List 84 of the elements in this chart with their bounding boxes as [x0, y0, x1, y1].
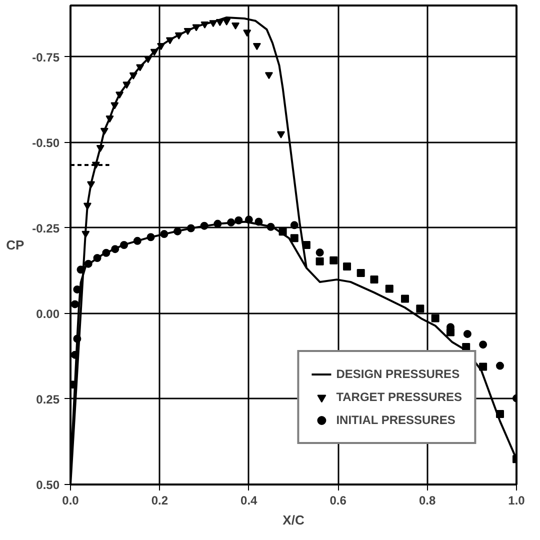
- point: [227, 218, 236, 226]
- y-tick-label: -0.25: [32, 221, 60, 236]
- point: [96, 144, 104, 152]
- point: [184, 28, 192, 36]
- point: [209, 20, 218, 28]
- point: [120, 241, 128, 249]
- point: [200, 21, 209, 29]
- point: [302, 241, 310, 249]
- point: [266, 222, 275, 231]
- x-tick-label: 0.4: [240, 494, 258, 508]
- point: [100, 128, 108, 135]
- legend-label: INITIAL PRESSURES: [336, 413, 456, 427]
- point: [479, 340, 488, 349]
- point: [110, 102, 119, 110]
- point: [73, 334, 82, 343]
- point: [84, 260, 92, 268]
- point: [446, 328, 454, 336]
- point: [416, 304, 424, 313]
- point: [496, 362, 504, 370]
- point: [216, 19, 224, 26]
- point: [146, 233, 155, 242]
- point: [290, 221, 298, 230]
- point: [166, 37, 174, 44]
- legend-label: TARGET PRESSURES: [336, 390, 462, 404]
- point: [129, 72, 138, 80]
- legend-label: DESIGN PRESSURES: [336, 367, 460, 381]
- point: [186, 224, 195, 232]
- y-tick-label: 0.50: [36, 478, 60, 492]
- point: [343, 262, 352, 271]
- point: [136, 64, 144, 72]
- point: [83, 202, 92, 210]
- point: [150, 48, 158, 56]
- point: [264, 72, 273, 80]
- point: [192, 24, 200, 32]
- x-axis-title: X/C: [282, 512, 305, 528]
- point: [244, 216, 253, 224]
- point: [144, 56, 152, 64]
- point: [316, 248, 324, 257]
- point: [92, 162, 100, 169]
- point: [122, 82, 131, 89]
- point: [401, 294, 409, 303]
- point: [356, 269, 365, 278]
- x-tick-label: 0.8: [418, 494, 436, 508]
- point: [82, 230, 90, 238]
- point: [232, 22, 240, 30]
- x-tick-label: 0.2: [151, 494, 168, 508]
- x-tick-label: 0.6: [330, 494, 347, 508]
- point: [102, 248, 110, 257]
- point: [214, 220, 222, 228]
- point: [93, 254, 102, 262]
- point: [200, 222, 208, 230]
- x-tick-label: 0.0: [62, 494, 80, 508]
- y-tick-label: 0.00: [36, 306, 60, 321]
- point: [157, 43, 166, 50]
- y-tick-label: -0.50: [32, 136, 60, 150]
- point: [385, 284, 394, 293]
- point: [106, 116, 114, 123]
- point: [160, 230, 168, 238]
- y-axis-title: CP: [6, 238, 24, 252]
- point: [234, 216, 243, 224]
- y-tick-label: 0.25: [36, 392, 60, 406]
- point: [290, 234, 298, 242]
- point: [496, 410, 504, 418]
- point: [278, 228, 287, 236]
- point: [70, 300, 79, 308]
- point: [330, 256, 338, 264]
- y-tick-label: -0.75: [32, 50, 60, 64]
- point: [243, 30, 252, 37]
- point: [87, 181, 96, 188]
- point: [431, 314, 440, 322]
- point: [479, 362, 488, 371]
- point: [277, 131, 286, 138]
- point: [370, 276, 378, 284]
- point: [174, 32, 183, 40]
- point: [252, 43, 261, 50]
- point: [222, 18, 231, 26]
- x-tick-label: 1.0: [508, 494, 526, 508]
- point: [133, 236, 142, 245]
- point: [254, 218, 263, 226]
- point: [463, 330, 472, 338]
- point: [174, 227, 182, 236]
- point: [111, 245, 120, 254]
- point: [116, 92, 124, 99]
- point: [316, 257, 324, 266]
